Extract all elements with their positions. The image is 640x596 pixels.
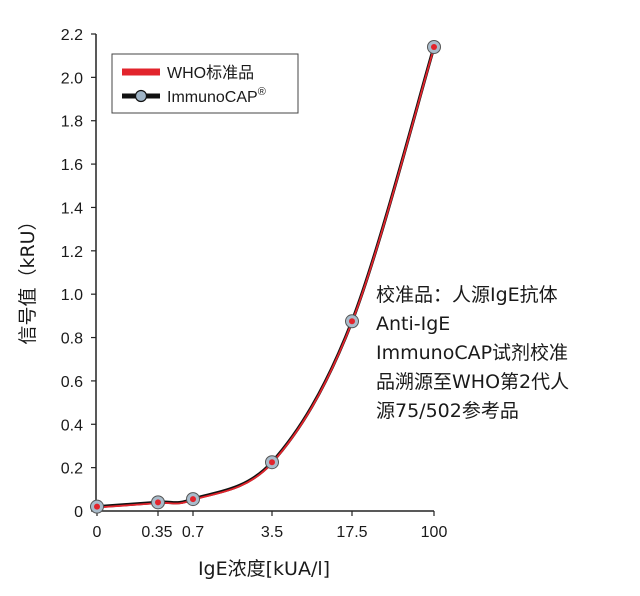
- series-line-who: [96, 47, 435, 509]
- legend-marker-immunocap: [134, 89, 148, 103]
- annotation-line: Anti-IgE: [376, 313, 451, 335]
- annotation-line: 品溯源至WHO第2代人: [376, 371, 570, 393]
- y-tick-label: 2.2: [61, 27, 83, 44]
- legend-label-who: WHO标准品: [167, 64, 254, 82]
- axes: [95, 34, 434, 512]
- legend-registered-mark: ®: [258, 86, 266, 98]
- x-axis-title: IgE浓度[kUA/l]: [198, 558, 330, 580]
- legend-label-immunocap-text: ImmunoCAP: [167, 89, 258, 106]
- data-point-who: [349, 318, 355, 325]
- y-axis-title: 信号值（kRU）: [17, 211, 39, 344]
- y-tick-label: 0.4: [61, 417, 83, 434]
- y-tick-label: 1.6: [61, 157, 83, 174]
- annotation-line: 源75/502参考品: [376, 400, 519, 422]
- data-point-who: [190, 496, 196, 503]
- data-point-who: [94, 503, 100, 510]
- x-tick-label: 0.7: [182, 524, 204, 541]
- legend-label-immunocap: ImmunoCAP®: [167, 86, 266, 106]
- y-tick-label: 0.8: [61, 331, 83, 348]
- calibrator-annotation: 校准品：人源IgE抗体 Anti-IgE ImmunoCAP试剂校准 品溯源至W…: [376, 281, 638, 426]
- data-point-who: [269, 459, 275, 466]
- x-axis-ticks: 0 0.35 0.7 3.5 17.5 100: [93, 511, 448, 541]
- data-point-who: [155, 499, 161, 506]
- x-tick-label: 100: [421, 524, 448, 541]
- y-axis-ticks: 0 0.2 0.4 0.6 0.8 1.0 1.2 1.4 1.6 1.8 2.0 2.2: [61, 27, 96, 521]
- y-tick-label: 2.0: [61, 70, 83, 87]
- x-tick-label: 0: [93, 524, 102, 541]
- legend: WHO标准品 ImmunoCAP®: [111, 53, 299, 114]
- data-point-who: [431, 44, 437, 51]
- y-tick-label: 0: [74, 504, 83, 521]
- y-tick-label: 0.2: [61, 461, 83, 478]
- y-tick-label: 1.0: [61, 287, 83, 304]
- x-tick-label: 3.5: [261, 524, 283, 541]
- legend-box: [111, 53, 299, 114]
- data-points: [90, 40, 441, 514]
- x-tick-label: 17.5: [336, 524, 367, 541]
- series-curves: [96, 46, 436, 509]
- series-line-immunocap: [96, 46, 436, 509]
- y-tick-label: 1.4: [61, 200, 83, 217]
- y-tick-label: 1.2: [61, 244, 83, 261]
- annotation-line: ImmunoCAP试剂校准: [376, 342, 569, 364]
- y-tick-label: 0.6: [61, 374, 83, 391]
- annotation-line: 校准品：人源IgE抗体: [376, 284, 558, 306]
- y-tick-label: 1.8: [61, 114, 83, 131]
- x-tick-label: 0.35: [141, 524, 172, 541]
